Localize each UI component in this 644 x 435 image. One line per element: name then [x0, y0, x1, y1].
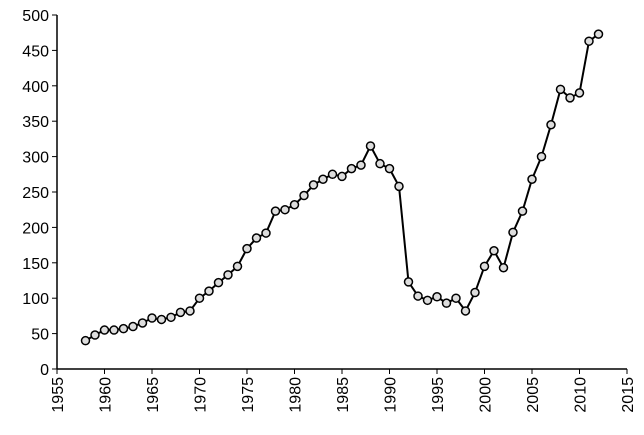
data-point — [118, 323, 129, 334]
data-point — [166, 312, 176, 323]
data-point — [536, 151, 547, 162]
x-tick-label: 2015 — [620, 377, 637, 413]
data-point — [213, 277, 224, 288]
data-point — [422, 295, 433, 306]
data-point — [308, 180, 319, 190]
y-tick-label: 200 — [22, 220, 49, 237]
x-tick-label: 2005 — [525, 377, 542, 413]
y-tick-label: 500 — [22, 8, 49, 25]
x-tick-label: 1985 — [335, 377, 352, 413]
data-line — [84, 33, 600, 342]
data-point — [479, 261, 490, 272]
x-tick-label: 1990 — [383, 377, 400, 413]
data-point — [137, 318, 148, 328]
data-point — [128, 321, 138, 332]
data-point — [584, 36, 594, 46]
y-tick-label: 150 — [22, 256, 49, 273]
data-point — [451, 293, 461, 303]
data-point — [90, 330, 100, 340]
data-point — [280, 204, 290, 215]
data-point — [593, 29, 604, 39]
y-tick-label: 400 — [22, 79, 49, 96]
data-point — [432, 292, 442, 302]
x-tick-label: 1980 — [288, 377, 305, 413]
data-point — [384, 163, 395, 174]
data-point — [327, 169, 338, 180]
data-point — [109, 325, 119, 335]
x-tick-label: 1955 — [50, 377, 67, 413]
y-tick-label: 300 — [22, 150, 49, 167]
y-tick-label: 0 — [40, 362, 49, 379]
y-tick-label: 50 — [31, 327, 49, 344]
data-point — [232, 261, 243, 272]
data-point — [489, 246, 499, 256]
data-point — [299, 190, 309, 201]
y-tick-label: 350 — [22, 114, 49, 131]
y-tick-label: 250 — [22, 185, 49, 202]
x-tick-label: 1960 — [98, 377, 115, 413]
data-point — [527, 174, 537, 185]
data-point — [565, 93, 575, 103]
data-point — [337, 171, 347, 182]
data-point — [289, 199, 300, 210]
data-point — [223, 270, 233, 280]
x-tick-label: 1970 — [193, 377, 210, 413]
data-point — [498, 263, 509, 273]
data-point — [270, 206, 281, 216]
data-point — [185, 306, 195, 316]
data-point — [470, 287, 480, 298]
x-tick-label: 1995 — [430, 377, 447, 413]
x-tick-label: 1975 — [240, 377, 257, 413]
data-point — [261, 228, 271, 238]
data-point — [242, 243, 252, 254]
data-point — [194, 293, 205, 303]
data-point — [356, 160, 366, 170]
data-point — [318, 174, 328, 185]
data-point — [574, 88, 585, 98]
data-point — [147, 313, 157, 323]
data-point — [251, 233, 262, 243]
x-tick-label: 1965 — [145, 377, 162, 413]
data-point — [546, 119, 556, 130]
data-point — [555, 84, 566, 95]
data-point — [156, 314, 167, 325]
y-tick-label: 450 — [22, 43, 49, 60]
data-point — [99, 325, 110, 335]
y-tick-label: 100 — [22, 291, 49, 308]
data-point — [375, 158, 385, 169]
data-point — [460, 306, 471, 316]
data-point — [441, 298, 452, 308]
x-tick-label: 2010 — [573, 377, 590, 413]
x-tick-label: 2000 — [478, 377, 495, 413]
data-point — [403, 277, 414, 287]
data-point — [413, 291, 423, 301]
data-point — [508, 227, 518, 238]
data-point — [365, 141, 376, 151]
data-point — [80, 335, 91, 346]
data-point — [517, 206, 528, 216]
data-point — [175, 307, 186, 318]
data-point — [394, 181, 404, 192]
data-point — [346, 163, 357, 174]
data-point — [204, 286, 214, 296]
